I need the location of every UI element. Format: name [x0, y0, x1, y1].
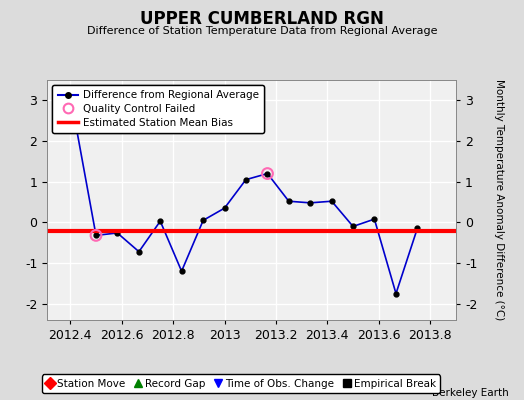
Legend: Difference from Regional Average, Quality Control Failed, Estimated Station Mean: Difference from Regional Average, Qualit…: [52, 85, 264, 133]
Point: [263, 170, 271, 177]
Y-axis label: Monthly Temperature Anomaly Difference (°C): Monthly Temperature Anomaly Difference (…: [494, 79, 504, 321]
Legend: Station Move, Record Gap, Time of Obs. Change, Empirical Break: Station Move, Record Gap, Time of Obs. C…: [41, 374, 441, 393]
Text: Berkeley Earth: Berkeley Earth: [432, 388, 508, 398]
Text: UPPER CUMBERLAND RGN: UPPER CUMBERLAND RGN: [140, 10, 384, 28]
Point: [92, 232, 100, 238]
Text: Difference of Station Temperature Data from Regional Average: Difference of Station Temperature Data f…: [87, 26, 437, 36]
